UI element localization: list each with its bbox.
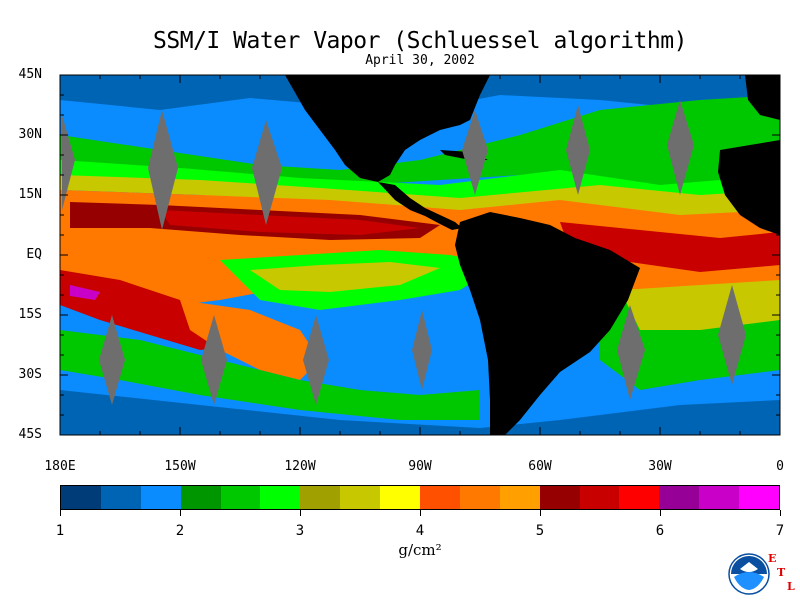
swath-gap-4 <box>462 110 488 195</box>
noaa-logo-icon <box>728 553 770 595</box>
colorbar-tick <box>780 510 781 516</box>
swath-gap-5 <box>566 105 590 195</box>
band-itcz-red-north <box>160 210 420 235</box>
central-america-land <box>378 182 462 230</box>
band-south-dark <box>60 390 780 435</box>
lat-label: 15S <box>18 307 42 322</box>
map-title: SSM/I Water Vapor (Schluessel algorithm) <box>153 28 687 54</box>
axis-ticks <box>59 74 781 436</box>
colorbar-swatch <box>100 486 141 509</box>
colorbar <box>60 485 780 510</box>
etl-letter-l: L <box>787 580 795 593</box>
colorbar-swatch <box>61 486 101 509</box>
colorbar-swatch <box>380 486 421 509</box>
swath-gap-7 <box>99 315 125 405</box>
lon-label: 150W <box>164 459 196 474</box>
colorbar-swatch <box>699 486 740 509</box>
colorbar-tick <box>300 510 301 516</box>
swath-gap-10 <box>412 310 432 390</box>
colorbar-swatch <box>340 486 381 509</box>
colorbar-tick-label: 4 <box>415 523 425 539</box>
band-south-pacific-purple <box>70 285 100 300</box>
colorbar-swatch <box>260 486 301 509</box>
lat-label: 15N <box>18 187 42 202</box>
colorbar-swatch <box>499 486 540 509</box>
map-date: April 30, 2002 <box>365 53 475 68</box>
etl-letter-t: T <box>777 566 786 579</box>
colorbar-tick <box>180 510 181 516</box>
colorbar-swatch <box>659 486 700 509</box>
south-america-land <box>455 212 640 435</box>
band-mid-yellow <box>250 262 440 292</box>
lon-label: 90W <box>408 459 432 474</box>
lon-label: 0 <box>776 459 784 474</box>
lon-label: 120W <box>284 459 316 474</box>
colorbar-swatch <box>579 486 620 509</box>
swath-gap-8 <box>201 315 227 405</box>
colorbar-tick-label: 2 <box>175 523 185 539</box>
colorbar-tick <box>660 510 661 516</box>
lon-label: 180E <box>44 459 76 474</box>
lat-label: 30S <box>18 367 42 382</box>
lat-label: 30N <box>18 127 42 142</box>
colorbar-swatch <box>300 486 341 509</box>
colorbar-swatch <box>619 486 660 509</box>
lat-label: 45S <box>18 427 42 442</box>
colorbar-tick-label: 7 <box>775 523 785 539</box>
lon-label: 60W <box>528 459 552 474</box>
band-south-green <box>60 330 480 420</box>
etl-letter-e: E <box>768 552 777 565</box>
colorbar-tick-label: 3 <box>295 523 305 539</box>
colorbar-swatch <box>739 486 780 509</box>
swath-gap-1 <box>62 115 75 210</box>
africa-land <box>718 140 780 235</box>
colorbar-tick-label: 5 <box>535 523 545 539</box>
colorbar-tick-label: 1 <box>55 523 65 539</box>
colorbar-swatch <box>140 486 181 509</box>
etl-logo: E T L <box>766 552 800 596</box>
lat-label: EQ <box>26 247 42 262</box>
swath-gap-11 <box>617 305 645 400</box>
colorbar-tick-label: 6 <box>655 523 665 539</box>
colorbar-swatch <box>539 486 580 509</box>
colorbar-swatch <box>459 486 500 509</box>
colorbar-unit-label: g/cm² <box>398 541 442 559</box>
colorbar-tick <box>540 510 541 516</box>
colorbar-swatch <box>180 486 221 509</box>
north-america-land <box>285 75 490 182</box>
swath-gap-6 <box>667 100 694 195</box>
band-atlantic-red <box>560 222 780 272</box>
colorbar-tick <box>420 510 421 516</box>
swath-gap-2 <box>148 110 178 230</box>
swath-gap-9 <box>303 315 329 405</box>
lat-label: 45N <box>18 67 42 82</box>
swath-gap-3 <box>252 120 282 225</box>
colorbar-tick <box>60 510 61 516</box>
swath-gap-12 <box>718 285 746 385</box>
lon-label: 30W <box>648 459 672 474</box>
colorbar-swatch <box>220 486 261 509</box>
europe-land <box>745 75 780 120</box>
colorbar-swatch <box>420 486 460 509</box>
